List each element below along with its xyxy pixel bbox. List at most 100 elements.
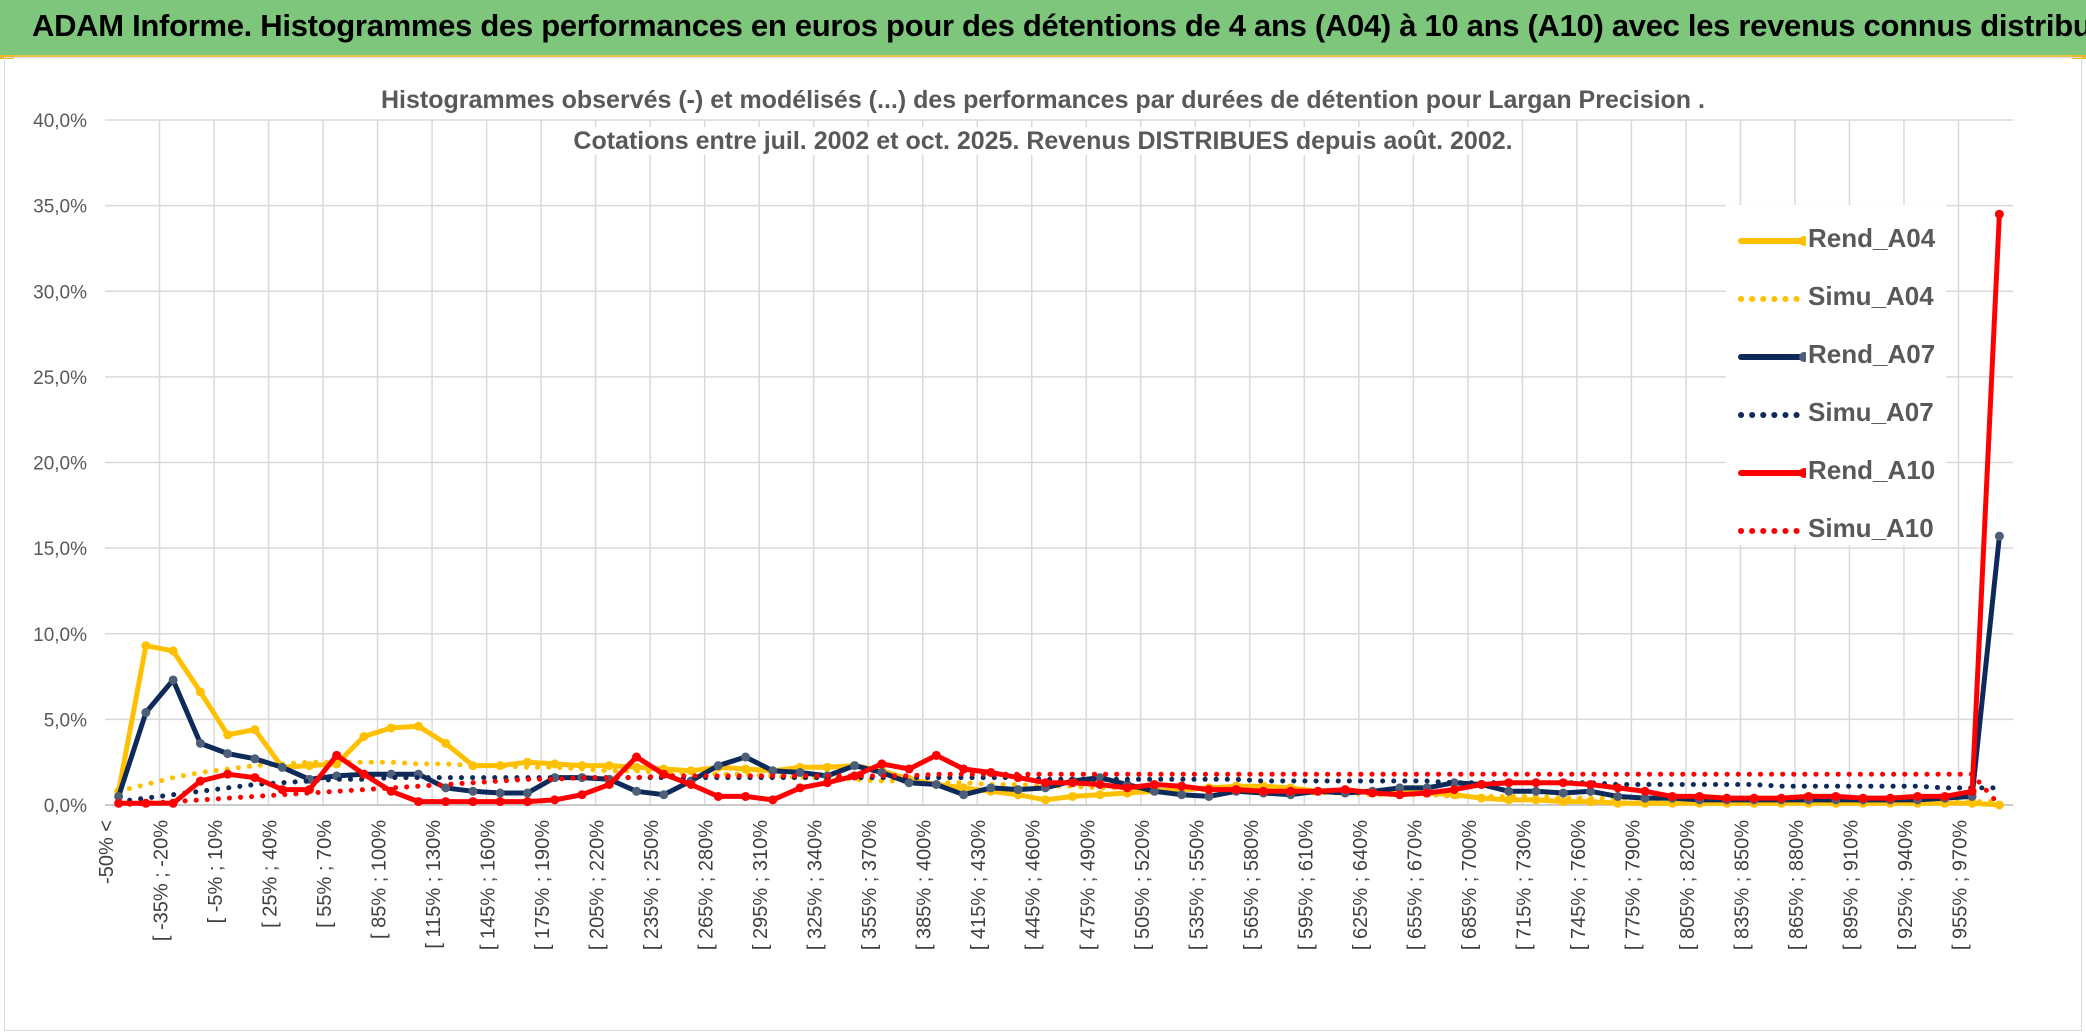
data-point (1504, 786, 1514, 796)
legend-label: Simu_A10 (1808, 513, 1934, 543)
data-point (1586, 779, 1596, 789)
data-point (1177, 790, 1187, 800)
data-point (1967, 786, 1977, 796)
data-point (223, 730, 233, 740)
data-point (250, 725, 260, 735)
data-point (1367, 788, 1377, 798)
data-point (522, 757, 532, 767)
data-point (413, 721, 423, 731)
data-point (1613, 798, 1623, 808)
data-point (604, 779, 614, 789)
chart-subtitle-text: Cotations entre juil. 2002 et oct. 2025.… (565, 127, 1521, 155)
data-point (304, 761, 314, 771)
data-point (1476, 779, 1486, 789)
legend-swatch (1738, 352, 1806, 362)
data-point (1149, 779, 1159, 789)
x-tick-label: [ 205% ; 220% (587, 820, 609, 950)
data-point (1231, 785, 1241, 795)
legend-swatch (1738, 236, 1806, 246)
y-tick-label: 5,0% (44, 710, 87, 731)
data-point (141, 708, 151, 718)
data-point (795, 767, 805, 777)
x-tick-label: [ 115% ; 130% (423, 820, 445, 949)
x-tick-label: [ 85% ; 100% (369, 820, 391, 939)
data-point (1994, 531, 2004, 541)
y-axis: 0,0% 5,0% 10,0% 15,0% 20,0% 25,0% 30,0% 35,0% 40… (33, 111, 87, 817)
legend-label: Rend_A07 (1808, 339, 1936, 369)
data-point (1640, 793, 1650, 803)
data-point (1095, 790, 1105, 800)
data-point (904, 778, 914, 788)
chart-title-text: Histogrammes observés (-) et modélisés (… (373, 86, 1713, 114)
series-line-simu-a07 (116, 775, 2002, 805)
data-point (959, 783, 969, 793)
data-point (1095, 773, 1105, 783)
data-point (1885, 793, 1895, 803)
data-point (522, 797, 532, 807)
data-point (114, 791, 124, 801)
data-point (1504, 778, 1514, 788)
x-tick-label: [ -35% ; -20% (151, 820, 173, 941)
chart-title: Histogrammes observés (-) et modélisés (… (0, 86, 2086, 115)
x-tick-label: [ 505% ; 520% (1132, 820, 1154, 950)
x-tick-label: [ 865% ; 880% (1786, 820, 1808, 950)
data-point (986, 783, 996, 793)
legend-swatch (1738, 296, 1806, 302)
data-point (223, 749, 233, 759)
data-point (141, 641, 151, 651)
data-point (1204, 785, 1214, 795)
legend-swatch (1738, 468, 1806, 478)
data-point (1313, 786, 1323, 796)
x-tick-label: [ 685% ; 700% (1459, 820, 1481, 950)
data-point (577, 790, 587, 800)
legend-item: Rend_A10 (1726, 453, 1946, 493)
data-point (522, 788, 532, 798)
data-point (468, 786, 478, 796)
data-point (1449, 778, 1459, 788)
y-tick-label: 35,0% (33, 197, 87, 218)
data-point (741, 764, 751, 774)
x-tick-label: -50% < (96, 820, 118, 884)
data-point (1858, 793, 1868, 803)
data-point (1395, 790, 1405, 800)
data-point (1667, 791, 1677, 801)
data-point (359, 732, 369, 741)
data-point (1204, 791, 1214, 801)
data-point (195, 687, 205, 697)
x-tick-label: [ 25% ; 40% (260, 820, 282, 928)
data-point (223, 769, 233, 779)
data-point (1040, 778, 1050, 788)
data-point (741, 791, 751, 801)
data-point (195, 776, 205, 786)
data-point (822, 778, 832, 788)
x-tick-label: [ 325% ; 340% (805, 820, 827, 950)
x-tick-label: [ 835% ; 850% (1731, 820, 1753, 950)
data-point (1913, 791, 1923, 801)
x-tick-label: [ 385% ; 400% (914, 820, 936, 950)
data-point (795, 783, 805, 793)
data-point (413, 797, 423, 807)
data-point (1504, 795, 1514, 805)
series-line-simu-a10 (116, 771, 2002, 808)
data-point (168, 675, 178, 685)
data-point (1177, 781, 1187, 791)
x-tick-label: [ 55% ; 70% (314, 820, 336, 928)
data-point (168, 646, 178, 656)
series-line-rend-a04 (116, 643, 2002, 808)
y-tick-label: 40,0% (33, 111, 87, 132)
data-point (386, 786, 396, 796)
data-point (850, 771, 860, 781)
data-point (550, 795, 560, 805)
x-tick-label: [ 595% ; 610% (1295, 820, 1317, 950)
series-line-rend-a10 (116, 211, 2002, 806)
x-tick-label: [ 355% ; 370% (859, 820, 881, 950)
data-point (768, 766, 778, 776)
x-tick-label: [ 745% ; 760% (1568, 820, 1590, 950)
series-line-rend-a07 (116, 533, 2002, 803)
x-tick-label: [ 775% ; 790% (1622, 820, 1644, 950)
data-point (1831, 791, 1841, 801)
data-point (468, 797, 478, 807)
data-point (441, 783, 451, 793)
y-tick-label: 0,0% (44, 796, 87, 817)
